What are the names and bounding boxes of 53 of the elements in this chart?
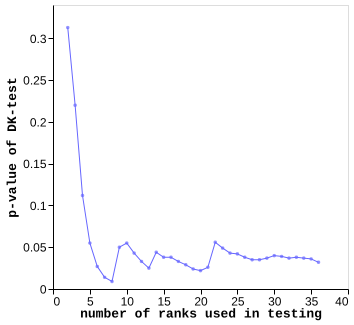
x-tick-label: 20 bbox=[194, 294, 208, 308]
point bbox=[287, 256, 291, 260]
x-tick-label: 30 bbox=[268, 294, 282, 308]
point bbox=[169, 256, 173, 259]
point bbox=[309, 257, 313, 261]
x-tick-label: 40 bbox=[335, 294, 349, 308]
point bbox=[265, 256, 269, 260]
point bbox=[162, 256, 166, 259]
point bbox=[302, 256, 306, 260]
x-tick-label: 15 bbox=[157, 294, 172, 308]
y-tick-label: 0.25 bbox=[23, 74, 47, 88]
point bbox=[110, 280, 114, 284]
point bbox=[147, 266, 151, 270]
point bbox=[176, 260, 180, 264]
point bbox=[96, 264, 99, 268]
point bbox=[73, 104, 77, 107]
point bbox=[206, 266, 210, 270]
y-tick-label: 0.2 bbox=[30, 115, 47, 130]
point bbox=[125, 241, 128, 245]
point bbox=[243, 256, 246, 259]
y-tick-label: 0.05 bbox=[23, 240, 47, 255]
point bbox=[66, 26, 70, 30]
y-tick-label: 0.1 bbox=[30, 198, 47, 213]
x-tick-label: 35 bbox=[304, 294, 319, 308]
y-tick-label: 0 bbox=[40, 282, 47, 296]
x-tick-label: 0 bbox=[54, 294, 60, 308]
point bbox=[102, 276, 106, 280]
point bbox=[132, 251, 136, 255]
point bbox=[118, 246, 122, 249]
point bbox=[140, 260, 144, 264]
point bbox=[198, 268, 202, 272]
point bbox=[88, 241, 92, 245]
point bbox=[154, 250, 158, 254]
point bbox=[220, 246, 224, 250]
x-axis-title: number of ranks used in testing bbox=[80, 306, 322, 322]
point bbox=[294, 256, 298, 259]
point bbox=[272, 254, 276, 258]
y-tick-label: 0.15 bbox=[23, 157, 47, 172]
point bbox=[228, 251, 232, 255]
point bbox=[250, 258, 254, 262]
point bbox=[191, 267, 195, 271]
point bbox=[316, 260, 320, 264]
x-tick-label: 5 bbox=[87, 294, 94, 308]
point bbox=[214, 240, 217, 244]
point bbox=[184, 263, 188, 267]
point bbox=[258, 258, 262, 262]
x-tick-label: 10 bbox=[120, 294, 134, 308]
y-axis-title: p-value of DK-test bbox=[5, 77, 20, 218]
point bbox=[80, 194, 84, 198]
y-tick-label: 0.3 bbox=[30, 32, 47, 46]
point bbox=[236, 252, 240, 256]
point bbox=[280, 254, 284, 258]
x-tick-label: 25 bbox=[231, 294, 245, 308]
